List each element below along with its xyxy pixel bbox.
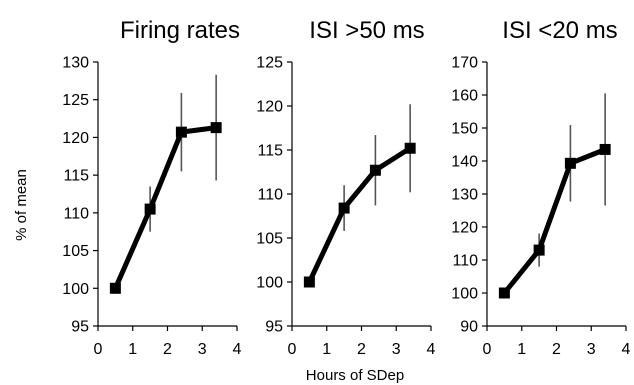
- y-tick-label: 110: [257, 187, 283, 204]
- y-tick-label: 110: [452, 253, 478, 270]
- y-tick-label: 95: [265, 319, 283, 336]
- y-tick-label: 150: [451, 121, 478, 138]
- x-tick-label: 1: [517, 341, 526, 358]
- y-tick-label: 110: [63, 205, 89, 222]
- x-tick-label: 4: [233, 341, 242, 358]
- x-tick-label: 1: [322, 341, 331, 358]
- data-point-marker: [564, 157, 576, 169]
- x-tick-label: 2: [163, 341, 172, 358]
- data-point-marker: [109, 282, 121, 294]
- y-tick-label: 105: [256, 231, 283, 248]
- x-tick-label: 4: [622, 341, 631, 358]
- y-tick-label: 120: [62, 130, 89, 147]
- data-point-marker: [175, 126, 187, 138]
- data-point-marker: [210, 122, 222, 134]
- y-tick-label: 90: [460, 319, 478, 336]
- x-tick-label: 0: [288, 341, 297, 358]
- panel-title: Firing rates: [120, 17, 240, 44]
- data-point-marker: [303, 276, 315, 288]
- y-tick-label: 140: [451, 154, 478, 171]
- y-tick-label: 125: [62, 92, 89, 109]
- y-tick-label: 120: [451, 220, 478, 237]
- y-axis-label: % of mean: [13, 169, 30, 241]
- y-tick-label: 115: [63, 168, 89, 185]
- y-tick-label: 100: [256, 275, 283, 292]
- series-line: [112, 125, 219, 291]
- y-tick-label: 120: [256, 99, 283, 116]
- x-axis-label: Hours of SDep: [306, 367, 404, 384]
- y-tick-label: 125: [256, 55, 283, 72]
- x-tick-label: 3: [392, 341, 401, 358]
- x-tick-label: 0: [94, 341, 103, 358]
- panel-title: ISI >50 ms: [309, 17, 424, 44]
- y-tick-label: 170: [451, 55, 478, 72]
- panel-title: ISI <20 ms: [502, 17, 617, 44]
- y-tick-label: 105: [62, 243, 89, 260]
- panel-3: ISI <20 ms 90 100 110 120 130 140 150 160 170 0 1 2 3…: [451, 17, 630, 358]
- x-tick-label: 4: [427, 341, 436, 358]
- x-tick-label: 0: [483, 341, 492, 358]
- y-tick-label: 130: [451, 187, 478, 204]
- data-point-marker: [404, 142, 416, 154]
- x-tick-label: 2: [552, 341, 561, 358]
- panel-1: Firing rates 95 100 105 110 115 120 125 130 0 1 2 3 4: [62, 17, 241, 358]
- data-point-marker: [144, 203, 156, 215]
- y-tick-label: 115: [257, 143, 283, 160]
- data-point-marker: [599, 143, 611, 155]
- series-line: [306, 145, 413, 285]
- data-point-marker: [533, 244, 545, 256]
- x-tick-label: 3: [198, 341, 207, 358]
- y-tick-label: 95: [71, 319, 89, 336]
- data-point-marker: [498, 287, 510, 299]
- series-line: [501, 147, 608, 296]
- y-tick-label: 100: [451, 286, 478, 303]
- y-tick-label: 100: [62, 281, 89, 298]
- x-tick-label: 3: [587, 341, 596, 358]
- y-tick-label: 130: [62, 55, 89, 72]
- panel-2: ISI >50 ms 95 100 105 110 115 120 125 0 1 2 3 4: [256, 17, 435, 358]
- x-tick-label: 1: [128, 341, 137, 358]
- data-point-marker: [338, 202, 350, 214]
- y-tick-label: 160: [451, 88, 478, 105]
- data-point-marker: [369, 164, 381, 176]
- x-tick-label: 2: [357, 341, 366, 358]
